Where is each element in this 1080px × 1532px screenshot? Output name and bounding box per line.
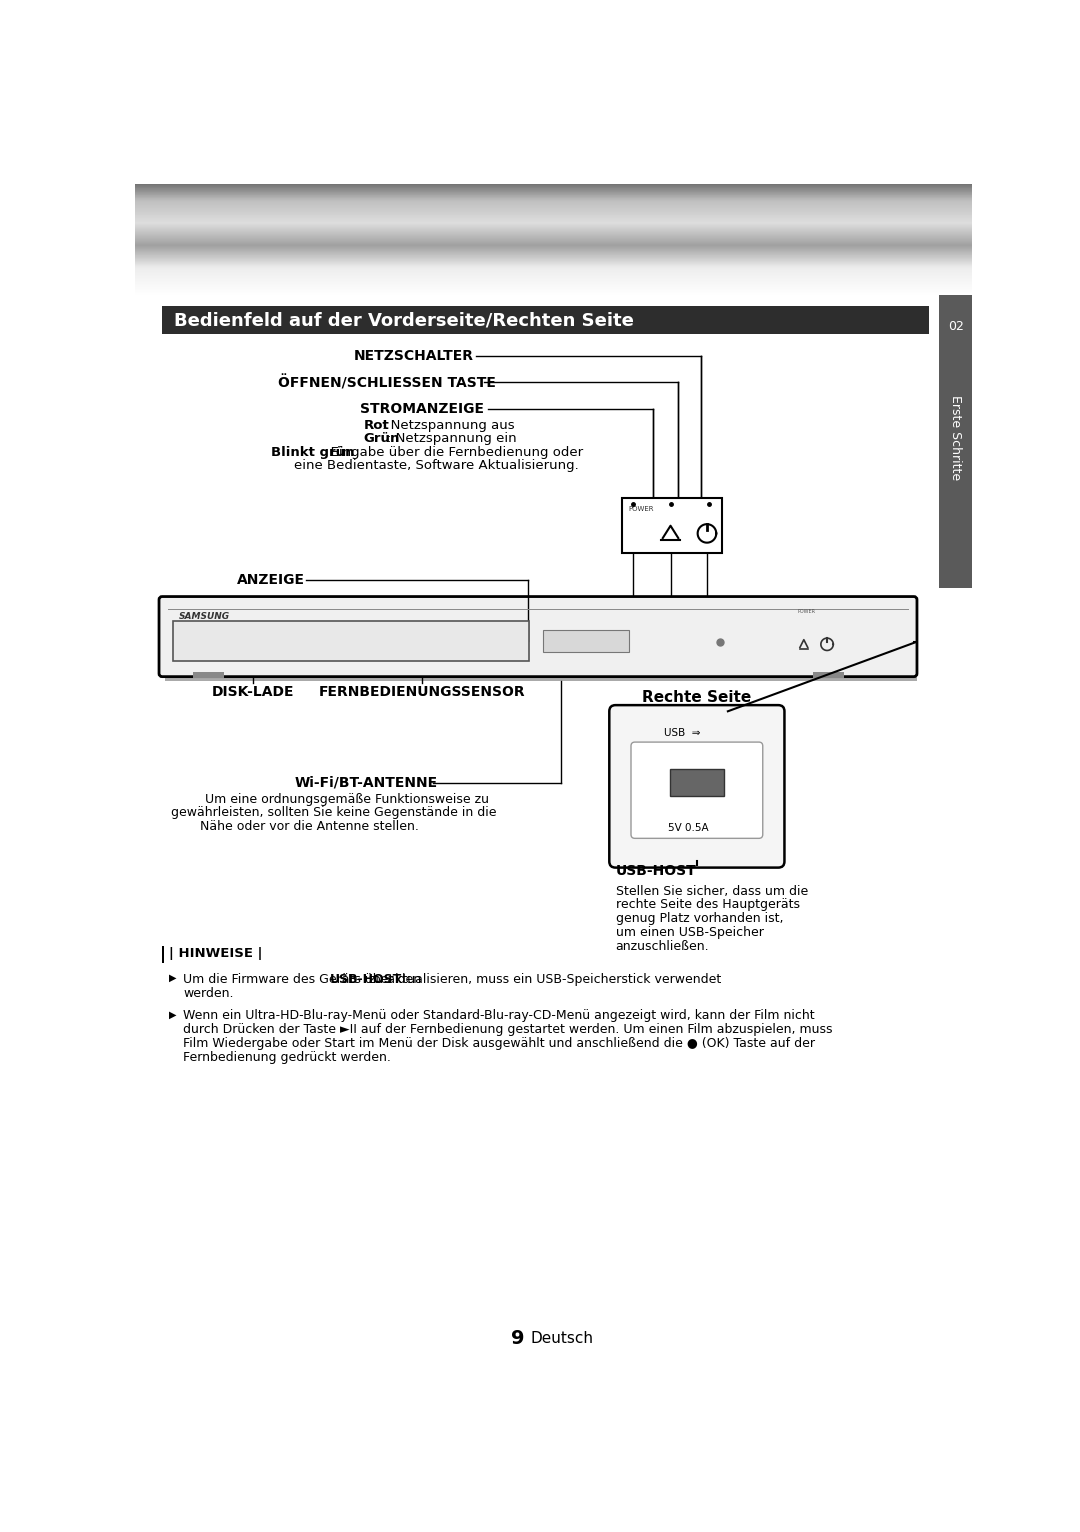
Text: ▶: ▶ <box>170 973 177 984</box>
Bar <box>543 631 629 653</box>
Text: SAMSUNG: SAMSUNG <box>179 613 230 620</box>
Text: USB-HOST: USB-HOST <box>329 973 402 987</box>
Text: Um eine ordnungsgemäße Funktionsweise zu: Um eine ordnungsgemäße Funktionsweise zu <box>204 794 488 806</box>
Bar <box>165 604 917 682</box>
FancyBboxPatch shape <box>631 741 762 838</box>
Text: Stellen Sie sicher, dass um die: Stellen Sie sicher, dass um die <box>616 884 808 898</box>
Text: um einen USB-Speicher: um einen USB-Speicher <box>616 927 764 939</box>
Text: 9: 9 <box>511 1330 525 1348</box>
Text: USB  ⇒: USB ⇒ <box>663 728 700 738</box>
Text: Wenn ein Ultra-HD-Blu-ray-Menü oder Standard-Blu-ray-CD-Menü angezeigt wird, kan: Wenn ein Ultra-HD-Blu-ray-Menü oder Stan… <box>183 1010 814 1022</box>
Text: Wi-Fi/BT-ANTENNE: Wi-Fi/BT-ANTENNE <box>295 775 437 791</box>
Bar <box>622 498 723 553</box>
Text: Deutsch: Deutsch <box>530 1331 593 1347</box>
Text: rechte Seite des Hauptgeräts: rechte Seite des Hauptgeräts <box>616 898 799 912</box>
Text: ANZEIGE: ANZEIGE <box>237 573 305 587</box>
Text: werden.: werden. <box>183 987 233 1000</box>
Text: Erste Schritte: Erste Schritte <box>949 395 962 481</box>
Text: Rot: Rot <box>364 420 390 432</box>
Text: FERNBEDIENUNGSSENSOR: FERNBEDIENUNGSSENSOR <box>319 685 525 699</box>
Text: 02: 02 <box>948 320 963 332</box>
Text: : Netzspannung ein: : Netzspannung ein <box>387 432 516 446</box>
Text: : Eingabe über die Fernbedienung oder: : Eingabe über die Fernbedienung oder <box>322 446 583 460</box>
Bar <box>193 673 225 679</box>
Text: STROMANZEIGE: STROMANZEIGE <box>360 401 484 415</box>
Text: USB-HOST: USB-HOST <box>616 864 697 878</box>
Bar <box>670 769 724 797</box>
Text: Bedienfeld auf der Vorderseite/Rechten Seite: Bedienfeld auf der Vorderseite/Rechten S… <box>174 311 634 329</box>
Text: | HINWEISE |: | HINWEISE | <box>170 947 262 961</box>
Bar <box>813 673 845 679</box>
Text: eine Bedientaste, Software Aktualisierung.: eine Bedientaste, Software Aktualisierun… <box>294 460 579 472</box>
Text: Nähe oder vor die Antenne stellen.: Nähe oder vor die Antenne stellen. <box>200 820 419 832</box>
Bar <box>162 305 930 334</box>
Text: genug Platz vorhanden ist,: genug Platz vorhanden ist, <box>616 912 783 925</box>
Text: ▶: ▶ <box>170 1010 177 1019</box>
FancyBboxPatch shape <box>159 596 917 677</box>
Text: NETZSCHALTER: NETZSCHALTER <box>354 349 474 363</box>
Text: POWER: POWER <box>627 506 653 512</box>
Text: : Netzspannung aus: : Netzspannung aus <box>382 420 515 432</box>
Text: Fernbedienung gedrückt werden.: Fernbedienung gedrückt werden. <box>183 1051 391 1063</box>
Text: DISK-LADE: DISK-LADE <box>212 685 294 699</box>
Text: Film Wiedergabe oder Start im Menü der Disk ausgewählt und anschließend die ● (O: Film Wiedergabe oder Start im Menü der D… <box>183 1037 815 1049</box>
FancyBboxPatch shape <box>609 705 784 867</box>
Bar <box>162 947 164 964</box>
Text: Blinkt grün: Blinkt grün <box>271 446 354 460</box>
Text: Um die Firmware des Geräts über den: Um die Firmware des Geräts über den <box>183 973 426 987</box>
Text: anzuschließen.: anzuschließen. <box>616 941 710 953</box>
Text: gewährleisten, sollten Sie keine Gegenstände in die: gewährleisten, sollten Sie keine Gegenst… <box>171 806 496 820</box>
Bar <box>940 296 972 588</box>
Bar <box>173 620 529 662</box>
Text: zu aktualisieren, muss ein USB-Speicherstick verwendet: zu aktualisieren, muss ein USB-Speichers… <box>365 973 721 987</box>
Text: Grün: Grün <box>364 432 400 446</box>
Text: 5V 0.5A: 5V 0.5A <box>669 823 708 833</box>
Text: POWER: POWER <box>798 610 815 614</box>
Text: Rechte Seite: Rechte Seite <box>643 689 752 705</box>
Text: ÖFFNEN/SCHLIESSEN TASTE: ÖFFNEN/SCHLIESSEN TASTE <box>278 375 496 391</box>
Text: durch Drücken der Taste ►II auf der Fernbedienung gestartet werden. Um einen Fil: durch Drücken der Taste ►II auf der Fern… <box>183 1023 833 1036</box>
